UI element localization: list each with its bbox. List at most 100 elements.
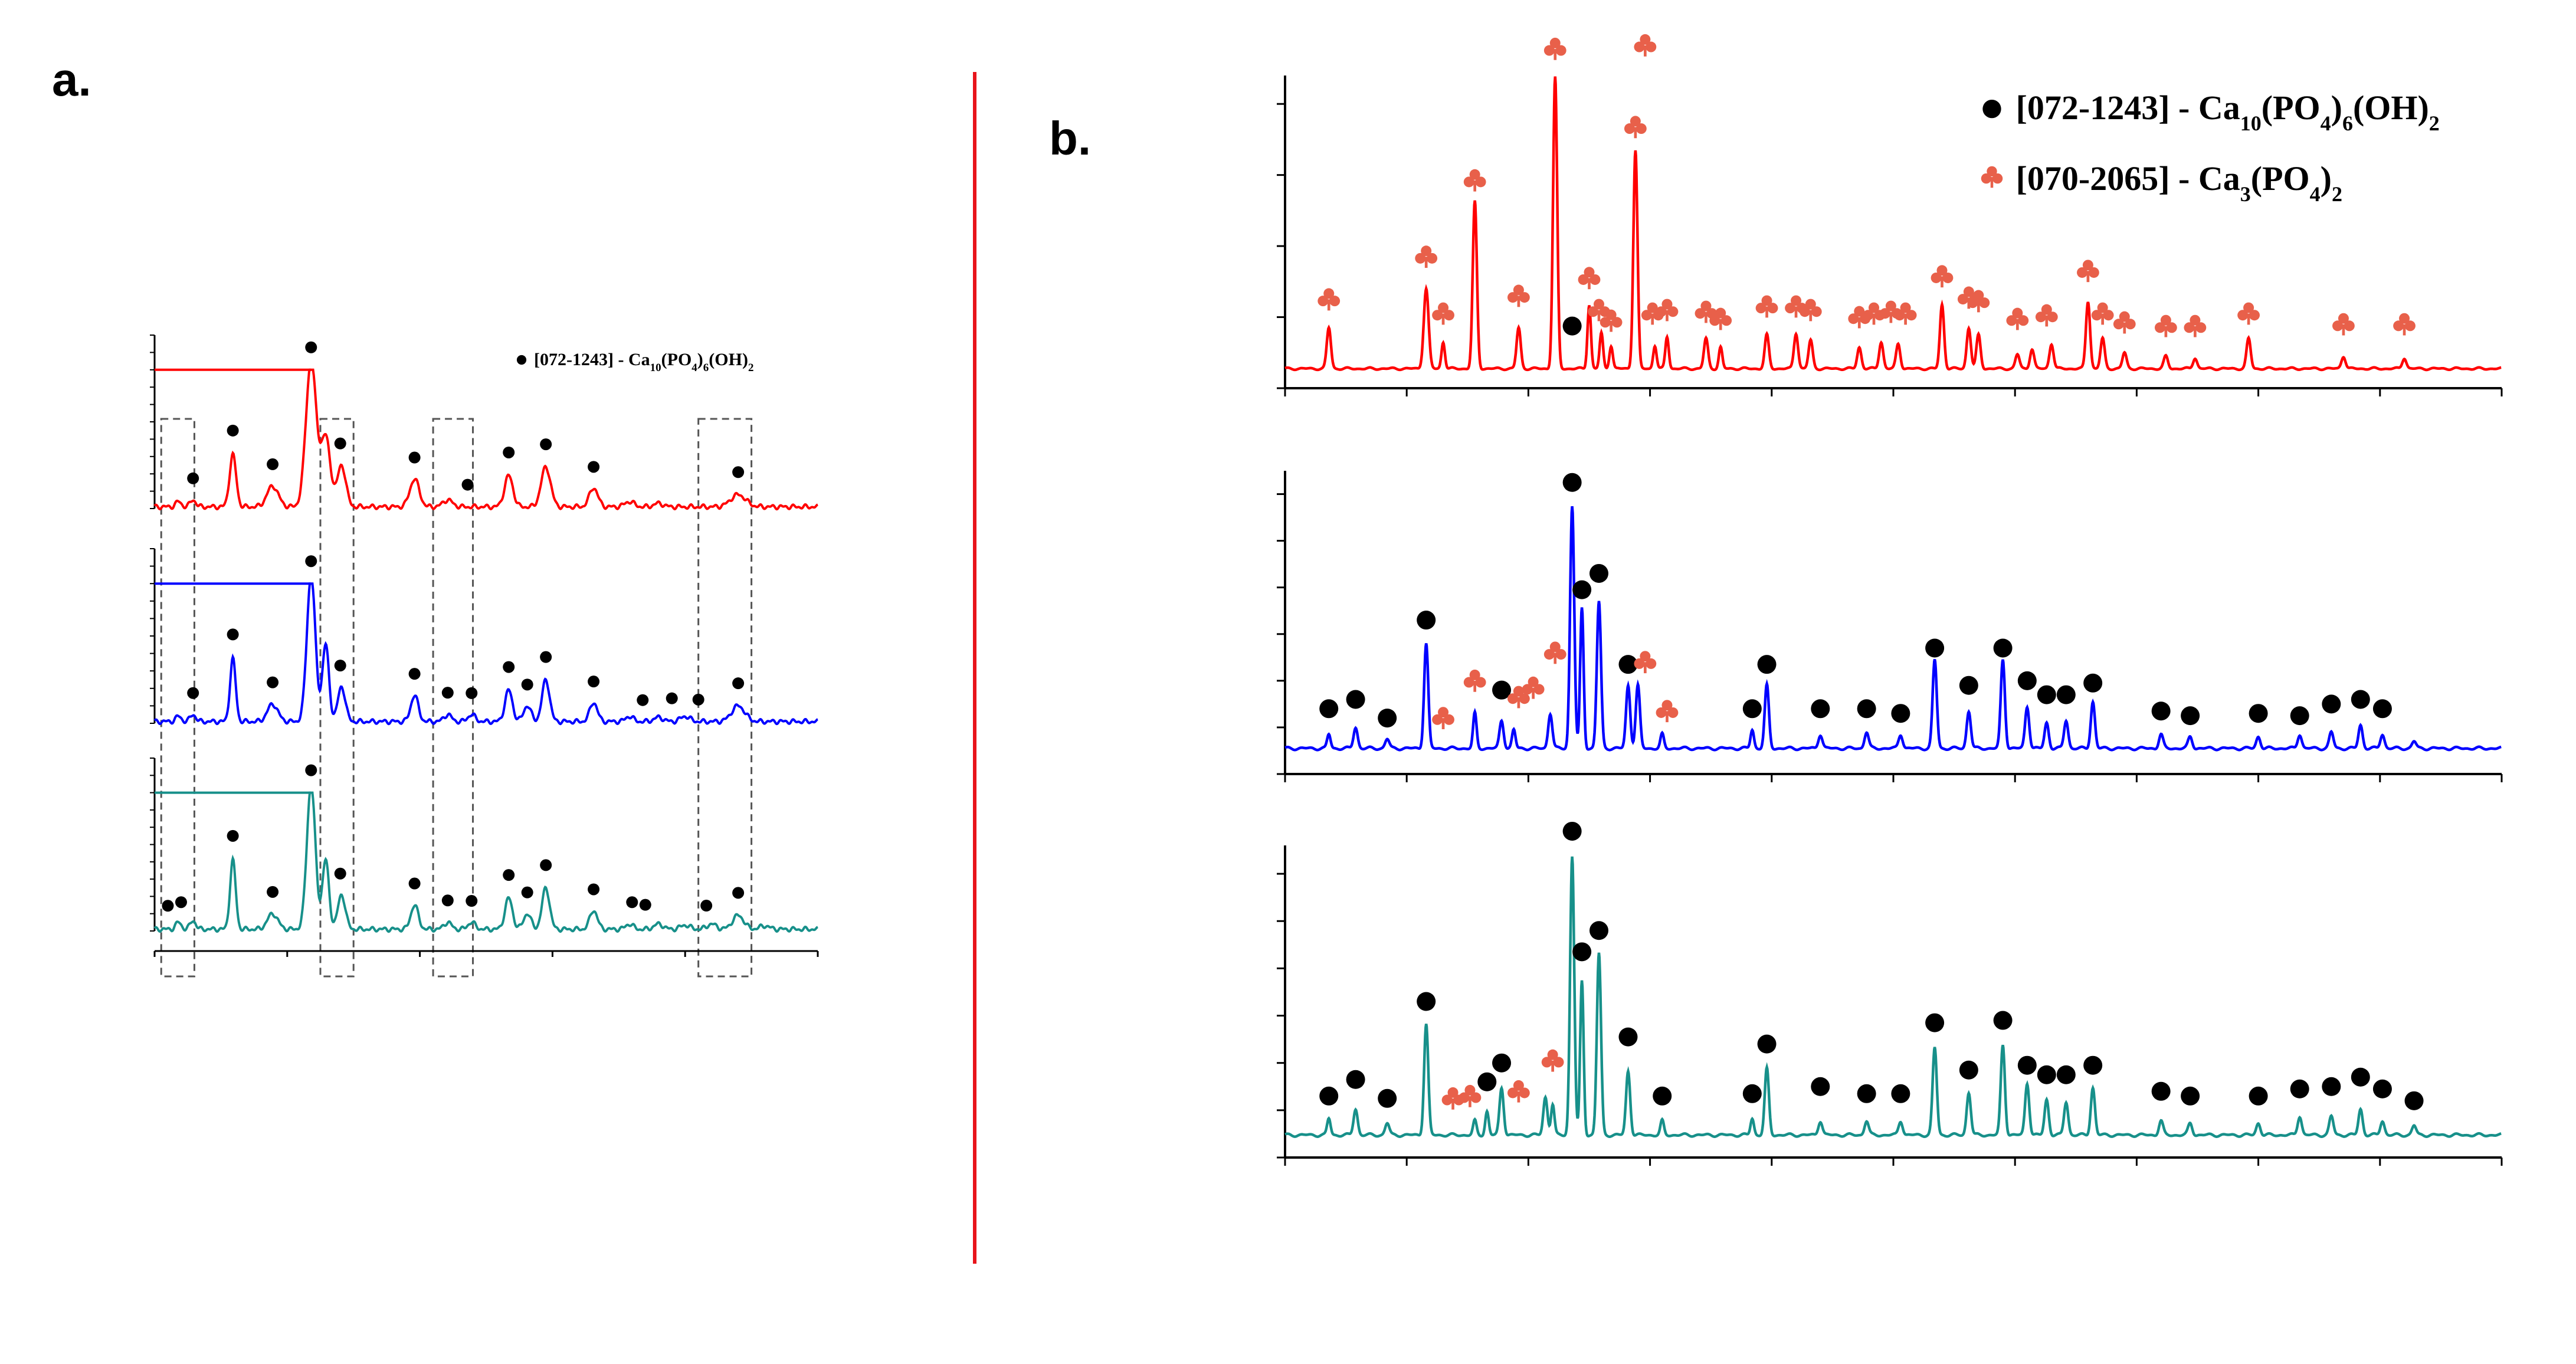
tcp-marker (2006, 307, 2029, 330)
tcp-marker-lobe-top (1593, 299, 1604, 310)
tcp-marker-lobe-top (1513, 686, 1524, 697)
tcp-marker-stem (1872, 313, 1876, 325)
tcp-marker-lobe-top (1791, 295, 1802, 306)
legend-hap-formula: (OH) (709, 350, 748, 369)
hap-marker (2322, 1077, 2341, 1096)
highlight-box (432, 418, 474, 978)
tcp-marker-lobe-top (1438, 302, 1449, 313)
tcp-marker-stem (1634, 127, 1637, 139)
tcp-marker-lobe-right (1767, 303, 1778, 314)
tcp-marker-stem (2194, 326, 2197, 337)
tcp-marker-lobe-left (1441, 1094, 1453, 1106)
tcp-marker-lobe-right (1979, 297, 1990, 309)
tcp-marker-lobe-right (1553, 1057, 1564, 1068)
legend-hap-marker (1982, 99, 2001, 119)
hap-marker (1811, 699, 1830, 719)
hap-marker (2351, 690, 2370, 709)
hap-marker (2017, 1055, 2037, 1075)
tcp-marker-lobe-left (1656, 707, 1667, 718)
tcp-marker-lobe-left (1459, 1092, 1470, 1103)
tcp-marker-lobe-left (1656, 306, 1667, 317)
tcp-marker-stem (1794, 306, 1798, 318)
tcp-marker (2113, 311, 2136, 334)
hap-marker (2037, 1065, 2056, 1084)
tcp-marker-stem (1469, 1096, 1471, 1107)
hap-marker (2290, 1079, 2309, 1099)
hap-marker (175, 896, 187, 909)
tcp-marker-lobe-top (1547, 1049, 1558, 1060)
tcp-marker-lobe-right (1533, 684, 1545, 695)
tcp-marker (1463, 669, 1486, 692)
hap-marker (267, 458, 279, 470)
tcp-marker-lobe-left (1507, 693, 1519, 704)
tcp-marker-stem (2045, 315, 2049, 327)
tcp-marker (1755, 295, 1778, 318)
tcp-marker-lobe-top (1963, 286, 1974, 297)
hap-marker (637, 694, 649, 706)
tcp-marker-lobe-left (1578, 274, 1589, 285)
legend-tcp-marker-lobe-top (1987, 166, 1997, 177)
tcp-marker-lobe-top (1469, 669, 1480, 680)
panel-b-label: b. (1049, 112, 1091, 165)
tcp-marker-lobe-right (2018, 315, 2029, 326)
tcp-marker-stem (1889, 312, 1893, 323)
hap-marker (408, 668, 421, 680)
tcp-marker (1507, 284, 1530, 307)
tcp-marker-stem (2247, 313, 2250, 325)
legend-hap-formula: ) (697, 350, 703, 369)
hap-marker (700, 900, 713, 912)
hap-marker (2083, 1055, 2103, 1075)
tcp-marker-lobe-left (1432, 310, 1443, 321)
tcp-marker-lobe-right (1636, 123, 1647, 135)
legend-tcp-sub: 2 (2332, 182, 2342, 206)
tcp-marker-lobe-left (2184, 322, 2195, 333)
tcp-marker-lobe-left (1463, 677, 1474, 688)
tcp-marker-stem (2123, 322, 2126, 334)
legend-hap-formula: ) (2331, 88, 2342, 127)
tcp-marker-lobe-left (1543, 45, 1555, 56)
tcp-marker-stem (1719, 319, 1722, 330)
hap-marker (461, 478, 474, 491)
hap-marker (305, 341, 317, 353)
hap-marker (2249, 1086, 2268, 1106)
tcp-marker-stem (1532, 687, 1535, 699)
tcp-marker-lobe-left (1957, 294, 1968, 305)
tcp-marker (1894, 302, 1917, 325)
hap-marker (305, 555, 317, 568)
tcp-marker-lobe-top (2160, 314, 2171, 326)
tcp-marker-lobe-top (2338, 313, 2349, 324)
hap-marker (2290, 706, 2309, 726)
tcp-marker (1709, 307, 1732, 330)
hap-marker (732, 887, 745, 899)
tcp-marker (1432, 302, 1454, 325)
panel-b-chart: [072-1243] - Ca10(PO4)6(OH)2[070-2065] -… (1277, 34, 2503, 1166)
tcp-marker-lobe-top (1647, 302, 1658, 313)
hap-marker (1492, 1053, 1512, 1073)
tcp-marker-lobe-top (1549, 37, 1561, 48)
hap-marker (521, 678, 533, 691)
tcp-marker-lobe-left (2237, 310, 2249, 321)
hap-marker (334, 867, 346, 880)
tcp-marker (2184, 314, 2207, 337)
hap-marker (1757, 1034, 1777, 1054)
hap-marker (1319, 699, 1339, 719)
hap-marker (1417, 611, 1436, 630)
tcp-marker-lobe-right (1721, 315, 1732, 326)
tcp-marker-lobe-top (2082, 260, 2093, 271)
tcp-marker-stem (1327, 299, 1330, 311)
hap-marker (2037, 685, 2056, 704)
legend-tcp-marker (1981, 166, 2003, 188)
tcp-marker-lobe-right (1555, 45, 1566, 56)
tcp-marker-stem (1651, 313, 1654, 325)
tcp-marker-lobe-top (1421, 245, 1432, 257)
xrd-line-HC3 (1284, 506, 2502, 752)
hap-marker (1993, 638, 2013, 658)
hap-marker (334, 660, 346, 672)
tcp-marker (1578, 267, 1601, 290)
hap-marker (2181, 706, 2200, 726)
tcp-marker-lobe-top (2243, 302, 2254, 313)
tcp-marker-lobe-right (2166, 322, 2177, 333)
hap-marker (732, 677, 745, 690)
tcp-marker-lobe-right (1443, 310, 1454, 321)
tcp-marker-stem (1666, 711, 1669, 723)
